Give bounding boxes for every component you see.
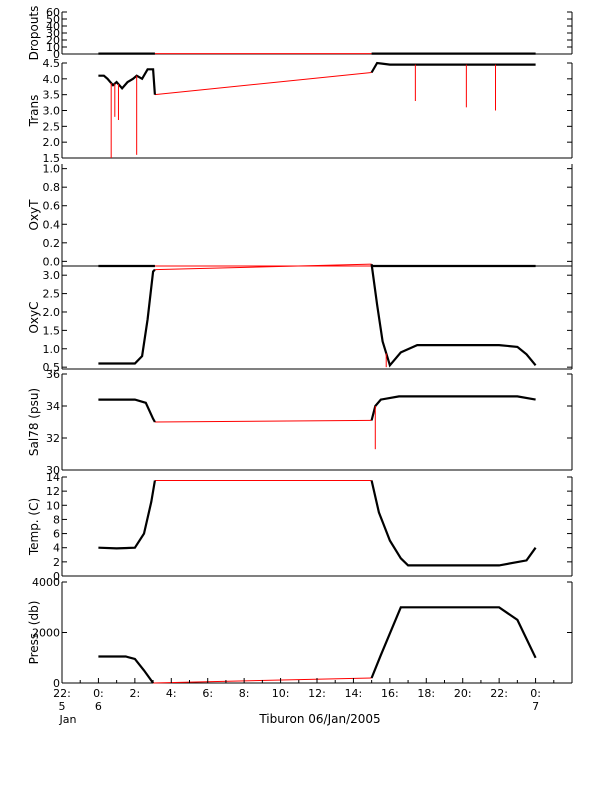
ytick-label-sal: 30 <box>46 464 60 477</box>
series-oxyc-pre-gap <box>98 268 156 365</box>
ytick-label-temp: 6 <box>53 528 60 541</box>
xtick-label-day: 5 <box>59 700 66 713</box>
xtick-label-hour: 22: <box>490 687 508 700</box>
ytick-label-temp: 2 <box>53 556 60 569</box>
ytick-label-temp: 0 <box>53 570 60 583</box>
gap-line-oxyc <box>154 263 372 271</box>
ytick-label-dropouts: 60 <box>46 6 60 19</box>
ylabel-temp: Temp. (C) <box>27 498 41 556</box>
xtick-label-hour: 10: <box>272 687 290 700</box>
xtick-label-day: 6 <box>95 700 102 713</box>
series-sal-post-gap <box>370 395 536 421</box>
ytick-label-oxyc: 2.5 <box>43 288 61 301</box>
ytick-label-oxyt: 1.0 <box>43 163 61 176</box>
gap-line-trans <box>154 72 372 96</box>
ytick-label-oxyc: 1.5 <box>43 324 61 337</box>
xtick-label-hour: 0: <box>93 687 104 700</box>
panel-sal: 30 32 34 36 Sal78 (psu) <box>27 368 573 477</box>
panel-oxyt: 0.0 0.2 0.4 0.6 0.8 1.0 OxyT <box>27 163 573 268</box>
gap-line-sal <box>154 419 372 423</box>
xtick-label-hour: 6: <box>202 687 213 700</box>
ytick-label-dropouts: 10 <box>46 41 60 54</box>
ytick-label-temp: 4 <box>53 542 60 555</box>
ytick-label-temp: 8 <box>53 513 60 526</box>
ylabel-dropouts: Dropouts <box>27 6 41 61</box>
ytick-label-trans: 4.5 <box>43 57 61 70</box>
ytick-label-oxyt: 0.2 <box>43 237 61 250</box>
ytick-label-dropouts: 50 <box>46 13 60 26</box>
ytick-label-temp: 14 <box>46 471 60 484</box>
series-trans-post-gap <box>370 61 536 74</box>
xtick-label-hour: 20: <box>454 687 472 700</box>
ytick-label-oxyc: 2.0 <box>43 306 61 319</box>
ylabel-sal: Sal78 (psu) <box>27 388 41 456</box>
ytick-label-press: 0 <box>53 677 60 690</box>
series-press-post-gap <box>370 606 537 679</box>
ytick-label-temp: 12 <box>46 485 60 498</box>
ytick-label-temp: 10 <box>46 499 60 512</box>
xtick-label-hour: 22: <box>53 687 71 700</box>
ytick-label-trans: 2.0 <box>43 136 61 149</box>
ytick-label-dropouts: 20 <box>46 34 60 47</box>
ytick-label-oxyt: 0.6 <box>43 200 61 213</box>
ytick-label-sal: 36 <box>46 368 60 381</box>
ytick-label-trans: 2.5 <box>43 120 61 133</box>
xtick-label-hour: 8: <box>239 687 250 700</box>
panel-press: 0 2000 4000 Press. (db) <box>27 576 573 690</box>
xtick-label-hour: 4: <box>166 687 177 700</box>
ytick-label-oxyt: 0.8 <box>43 181 61 194</box>
ylabel-oxyt: OxyT <box>27 199 41 231</box>
series-temp-pre-gap <box>98 480 156 550</box>
ytick-label-oxyc: 1.0 <box>43 343 61 356</box>
ytick-label-trans: 3.0 <box>43 105 61 118</box>
ytick-label-oxyc: 3.0 <box>43 269 61 282</box>
ytick-label-trans: 4.0 <box>43 73 61 86</box>
xtick-label-hour: 18: <box>417 687 435 700</box>
ytick-label-oxyc: 0.5 <box>43 361 61 374</box>
ytick-label-oxyt: 0.4 <box>43 218 61 231</box>
panel-oxyc: 0.5 1.0 1.5 2.0 2.5 3.0 OxyC <box>27 263 573 374</box>
ytick-label-press: 2000 <box>32 627 60 640</box>
x-axis-title: Tiburon 06/Jan/2005 <box>258 712 380 726</box>
ylabel-trans: Trans <box>27 95 41 128</box>
xtick-label-hour: 2: <box>129 687 140 700</box>
ytick-label-trans: 3.5 <box>43 89 61 102</box>
ylabel-press: Press. (db) <box>27 601 41 665</box>
series-temp-post-gap <box>370 480 537 567</box>
series-sal-pre-gap <box>98 398 156 423</box>
panel-trans: 1.5 2.0 2.5 3.0 3.5 4.0 4.5 Trans <box>27 57 573 165</box>
series-press-pre-gap <box>98 655 154 684</box>
ytick-label-dropouts: 30 <box>46 27 60 40</box>
ytick-label-trans: 1.5 <box>43 152 61 165</box>
xtick-label-hour: 0: <box>530 687 541 700</box>
ytick-label-sal: 32 <box>46 432 60 445</box>
ytick-label-dropouts: 40 <box>46 20 60 33</box>
xtick-label-hour: 14: <box>345 687 363 700</box>
series-trans-pre-gap <box>98 68 156 95</box>
ytick-label-sal: 34 <box>46 400 60 413</box>
xtick-label-hour: 12: <box>308 687 326 700</box>
series-oxyc-post-gap <box>370 264 537 368</box>
xtick-label-day: 7 <box>532 700 539 713</box>
xtick-label-month: Jan <box>59 713 77 726</box>
ytick-label-press: 4000 <box>32 576 60 589</box>
xtick-label-hour: 16: <box>381 687 399 700</box>
ytick-label-dropouts: 0 <box>53 48 60 61</box>
ytick-label-oxyt: 0.0 <box>43 255 61 268</box>
ylabel-oxyc: OxyC <box>27 301 41 333</box>
panels-layer: 0102030405060Dropouts1.52.02.53.03.54.04… <box>27 6 573 690</box>
